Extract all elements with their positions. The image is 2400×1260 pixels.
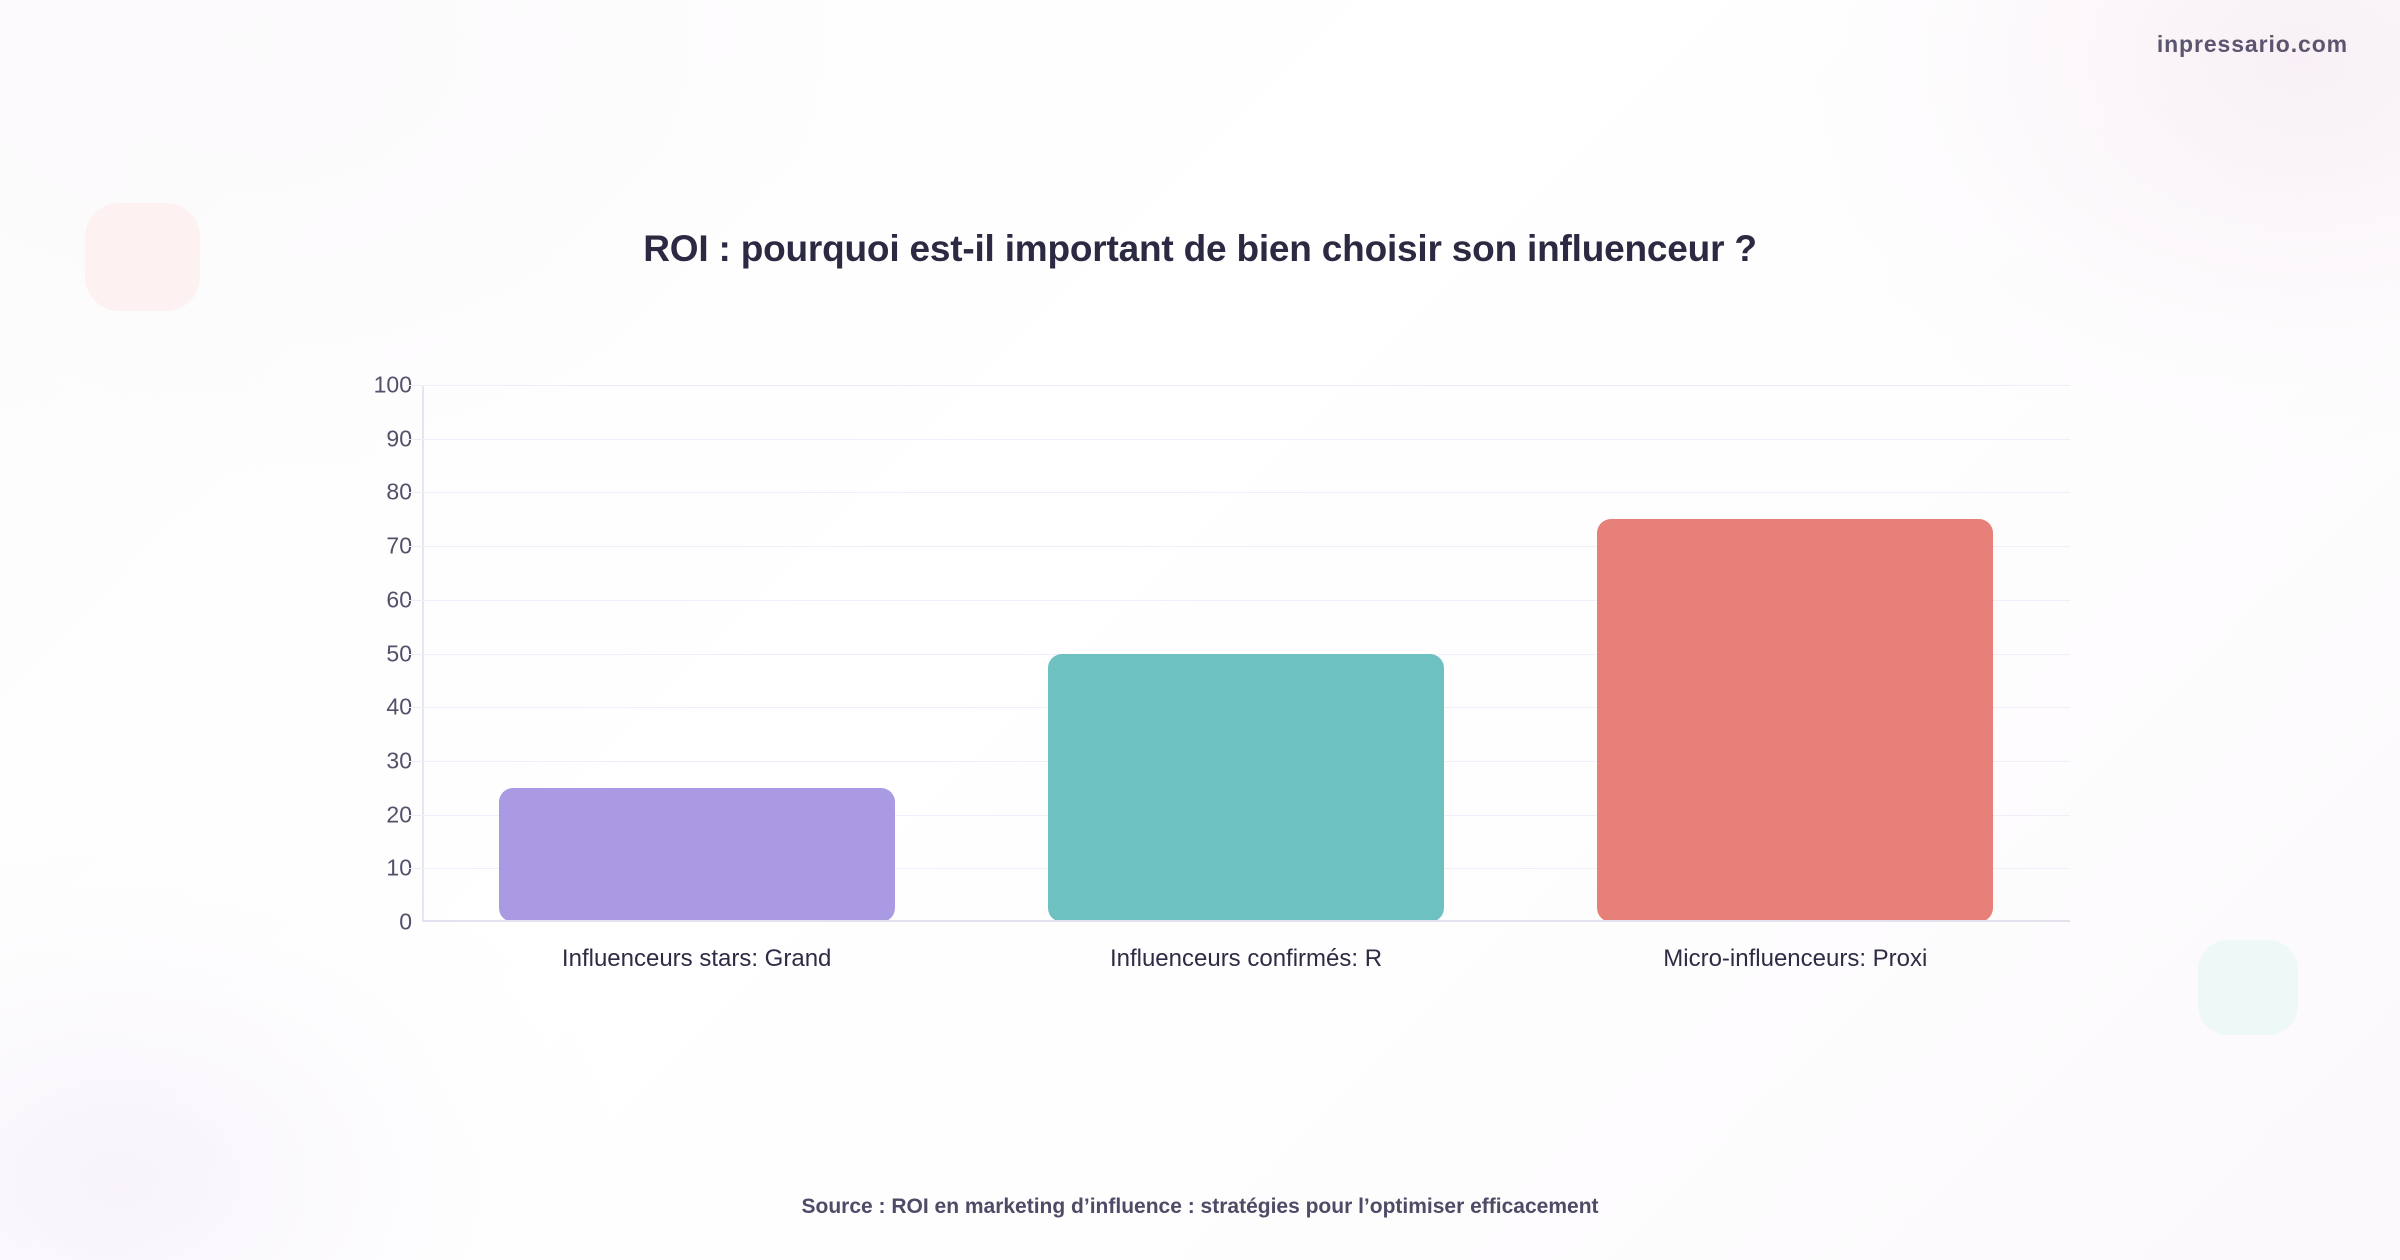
- y-tick-label: 40: [386, 693, 412, 720]
- bar-series: [422, 385, 2070, 922]
- category-label: Influenceurs confirmés: R: [1109, 945, 1383, 972]
- gridline: [422, 438, 2070, 440]
- y-axis-tick-labels: 100 90 80 70 60 50 40 30 20 10 0: [340, 372, 412, 935]
- x-axis-category-labels: Influenceurs stars: Grand Influenceurs co…: [422, 945, 2070, 973]
- y-tick-mark: [406, 707, 422, 709]
- bar[interactable]: [498, 787, 895, 922]
- y-tick-label: 70: [386, 532, 412, 559]
- y-tick-label: 90: [386, 425, 412, 452]
- gridline: [422, 599, 2070, 601]
- chart-plot-frame: 100 90 80 70 60 50 40 30 20 10 0: [340, 372, 2070, 945]
- x-axis-line: [422, 920, 2070, 922]
- category-label: Micro-influenceurs: Proxi: [1663, 945, 1928, 972]
- y-tick-mark: [406, 492, 422, 494]
- y-tick-mark: [406, 599, 422, 601]
- source-caption: Source : ROI en marketing d’influence : …: [801, 1195, 1599, 1218]
- y-tick-mark: [406, 868, 422, 870]
- decorative-pink-square: [85, 203, 200, 311]
- y-tick-mark: [406, 438, 422, 440]
- y-tick-mark: [406, 546, 422, 548]
- category-label-slot: Influenceurs confirmés: R: [971, 945, 1520, 973]
- y-tick-label: 80: [386, 478, 412, 505]
- y-tick-label: 60: [386, 586, 412, 613]
- bar-slot: [1521, 385, 2070, 922]
- gridline: [422, 385, 2070, 386]
- category-label-slot: Influenceurs stars: Grand: [422, 945, 971, 973]
- bar[interactable]: [1047, 653, 1444, 922]
- bar-slot: [971, 385, 1520, 922]
- category-label-slot: Micro-influenceurs: Proxi: [1521, 945, 2070, 973]
- y-tick-label: 50: [386, 640, 412, 666]
- category-label: Influenceurs stars: Grand: [561, 945, 832, 972]
- decorative-mint-square: [2198, 940, 2298, 1035]
- y-tick-label: 100: [373, 371, 412, 398]
- gridline: [422, 492, 2070, 494]
- plot-area: [406, 385, 2070, 922]
- chart-title: ROI : pourquoi est-il important de bien …: [643, 228, 1757, 269]
- y-tick-mark: [406, 814, 422, 816]
- y-tick-label: 10: [386, 854, 412, 881]
- y-tick-label: 0: [399, 908, 412, 935]
- bar-slot: [422, 385, 971, 922]
- bar[interactable]: [1597, 519, 1994, 922]
- y-tick-mark: [406, 653, 422, 655]
- y-tick-label: 30: [386, 747, 412, 774]
- y-tick-mark: [406, 760, 422, 762]
- gridline: [422, 546, 2070, 548]
- y-tick-label: 20: [386, 801, 412, 828]
- y-tick-mark: [406, 385, 422, 386]
- site-watermark: inpressario.com: [2156, 31, 2348, 57]
